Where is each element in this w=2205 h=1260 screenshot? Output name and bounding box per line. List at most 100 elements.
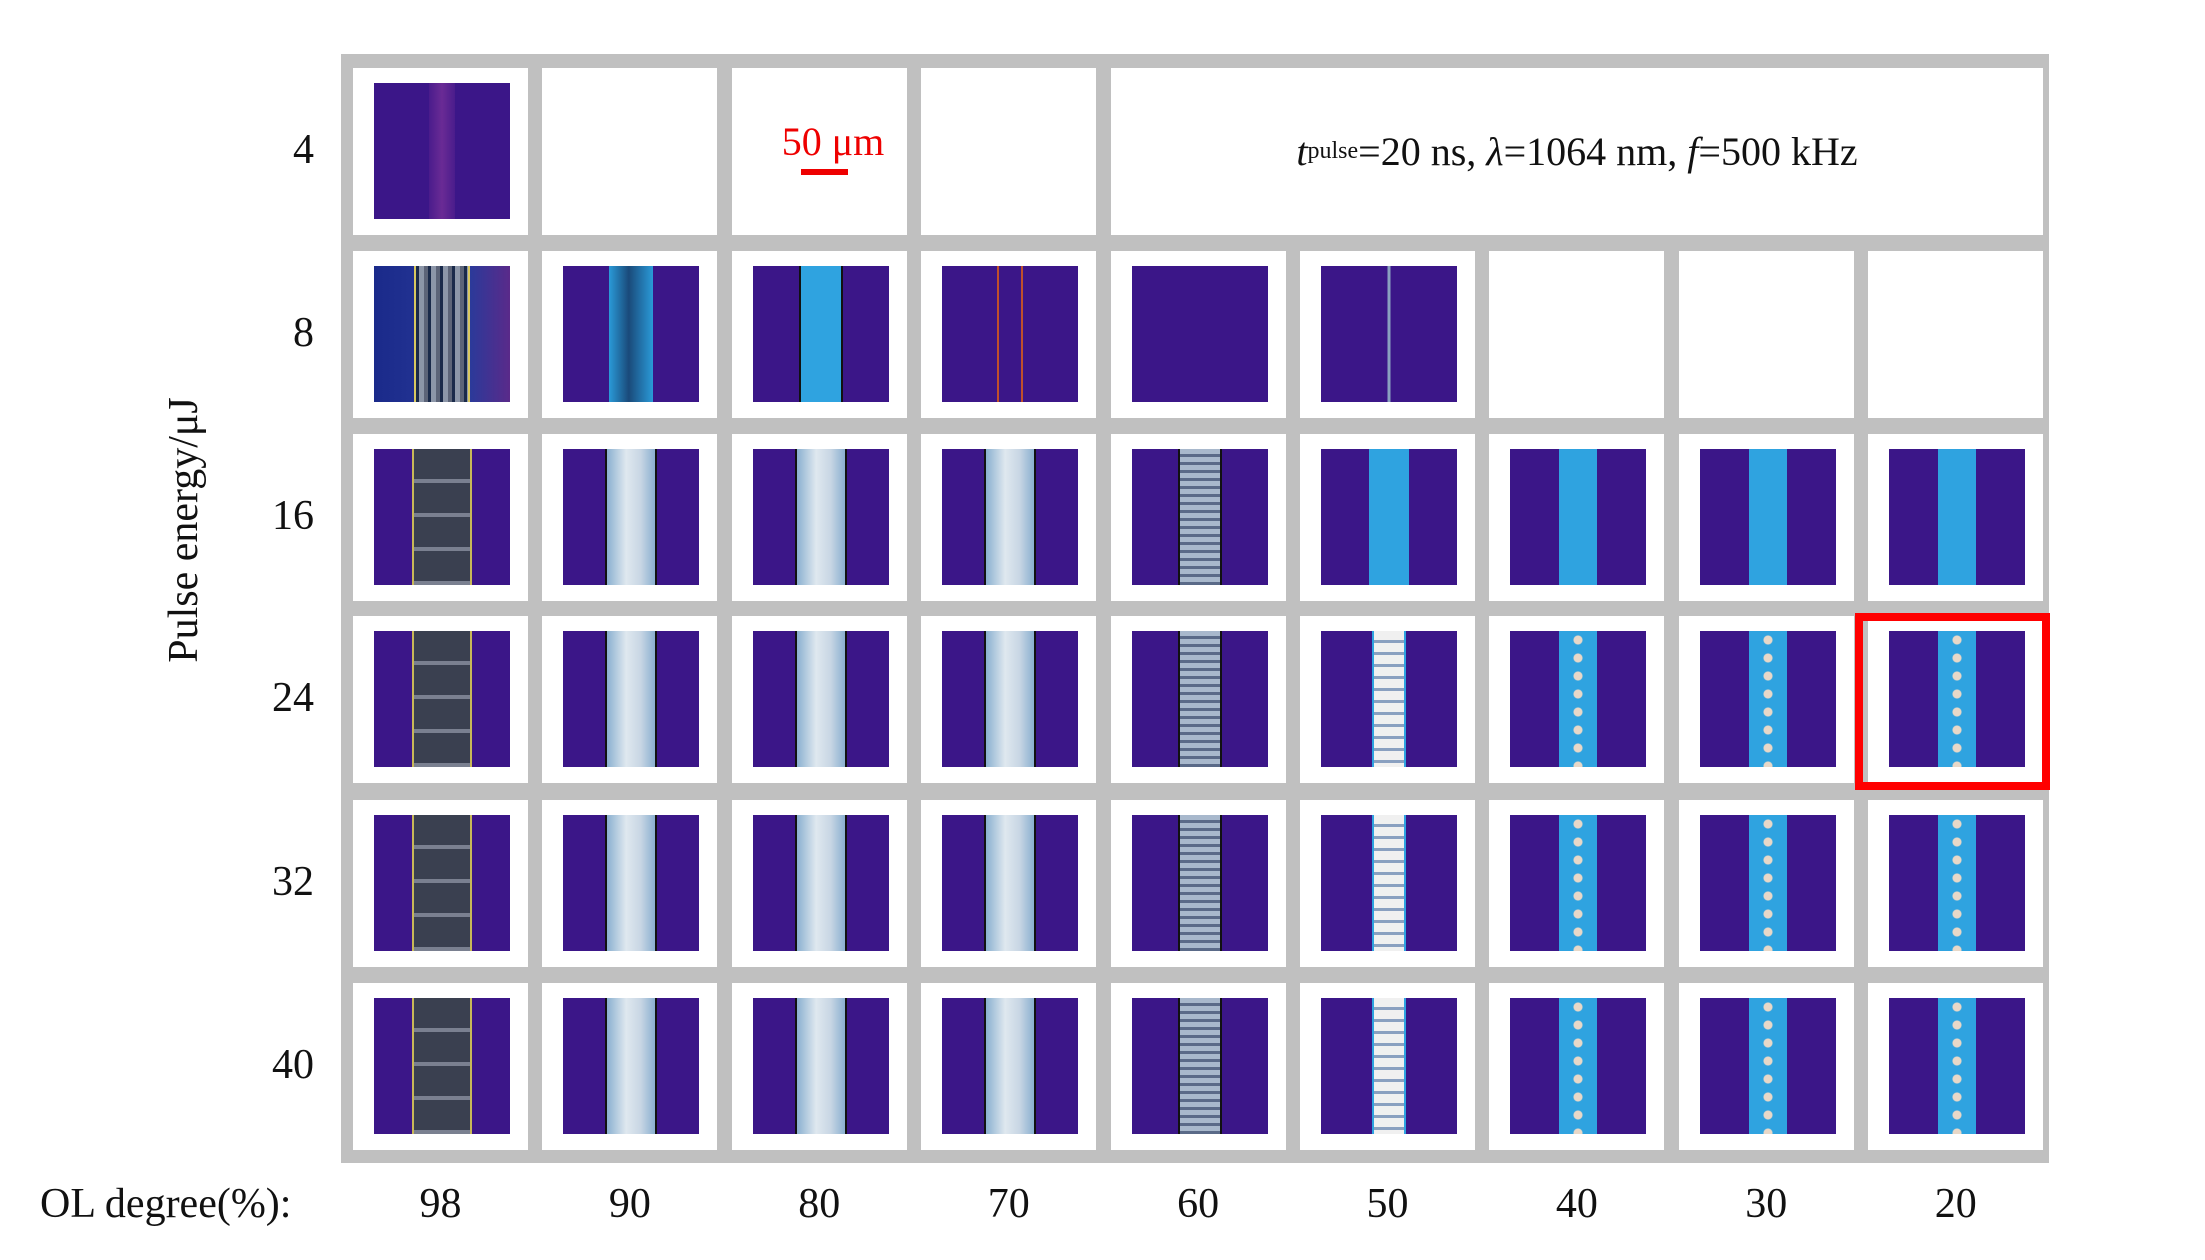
laser-track — [1177, 631, 1222, 767]
grid-cell — [1489, 251, 1665, 418]
laser-track — [1559, 631, 1598, 767]
laser-track — [984, 449, 1037, 585]
pulse-energy-label: 16 — [272, 493, 314, 539]
micrograph-image — [1889, 631, 2026, 767]
micrograph-image — [1889, 815, 2026, 951]
laser-track — [605, 449, 658, 585]
micrograph-image — [374, 998, 510, 1134]
grid-cell — [1489, 434, 1665, 601]
laser-track — [1372, 815, 1406, 951]
micrograph-image — [563, 998, 700, 1134]
laser-track — [1938, 449, 1977, 585]
micrograph-image — [1131, 449, 1268, 585]
micrograph-image — [1889, 998, 2026, 1134]
t-symbol: t — [1296, 129, 1308, 174]
pulse-energy-label: 32 — [272, 859, 314, 905]
grid-cell — [1489, 800, 1665, 967]
laser-track — [997, 266, 1024, 402]
grid-cell — [1300, 251, 1475, 418]
micrograph-image — [563, 449, 700, 585]
micrograph-image — [1321, 815, 1457, 951]
micrograph-image — [942, 449, 1079, 585]
micrograph-image — [942, 631, 1079, 767]
laser-track — [1748, 815, 1787, 951]
grid-cell — [731, 434, 907, 601]
ol-degree-label: 30 — [1745, 1181, 1788, 1227]
laser-track — [605, 631, 658, 767]
laser-track — [1559, 815, 1598, 951]
grid-cell — [1110, 983, 1286, 1150]
laser-track — [984, 998, 1037, 1134]
laser-track — [1387, 266, 1391, 402]
grid-cell — [731, 983, 907, 1150]
grid-cell — [1300, 983, 1475, 1150]
pulse-energy-label: 40 — [272, 1042, 314, 1088]
f-symbol: f — [1687, 129, 1699, 174]
micrograph-image — [1321, 998, 1457, 1134]
pulse-energy-label: 4 — [293, 127, 314, 173]
laser-track — [1372, 998, 1406, 1134]
grid-cell — [921, 983, 1097, 1150]
grid-cell — [353, 983, 528, 1150]
laser-track — [1559, 998, 1598, 1134]
micrograph-grid — [341, 54, 2049, 1163]
micrograph-image — [752, 998, 889, 1134]
lambda-value: =1064 nm, — [1503, 129, 1688, 174]
laser-track — [609, 266, 654, 402]
pulse-energy-label: 24 — [272, 675, 314, 721]
micrograph-image — [1321, 631, 1457, 767]
micrograph-image — [942, 998, 1079, 1134]
laser-track — [794, 815, 847, 951]
micrograph-image — [1510, 815, 1647, 951]
t-subscript: pulse — [1307, 138, 1359, 164]
micrograph-image — [1321, 266, 1457, 402]
micrograph-image — [942, 266, 1079, 402]
grid-cell — [1110, 434, 1286, 601]
laser-track — [1938, 815, 1977, 951]
micrograph-image — [374, 83, 510, 219]
grid-cell — [542, 616, 718, 783]
grid-cell — [353, 616, 528, 783]
y-axis-title: Pulse energy/μJ — [161, 397, 207, 663]
grid-cell — [731, 68, 907, 235]
micrograph-image — [563, 815, 700, 951]
highlight-box — [1855, 613, 2050, 790]
laser-track — [412, 631, 472, 767]
micrograph-image — [1699, 631, 1836, 767]
micrograph-image — [1321, 449, 1457, 585]
f-value: =500 kHz — [1698, 129, 1858, 174]
micrograph-image — [1510, 998, 1647, 1134]
laser-track — [429, 83, 455, 219]
micrograph-image — [1131, 266, 1268, 402]
grid-cell — [542, 800, 718, 967]
micrograph-image — [752, 266, 889, 402]
grid-cell — [1868, 251, 2044, 418]
grid-cell — [353, 68, 528, 235]
micrograph-image — [1699, 449, 1836, 585]
pulse-energy-label: 8 — [293, 310, 314, 356]
micrograph-image — [942, 815, 1079, 951]
grid-cell — [353, 434, 528, 601]
laser-track — [1748, 998, 1787, 1134]
grid-cell — [542, 434, 718, 601]
grid-cell — [1110, 800, 1286, 967]
grid-cell — [1489, 983, 1665, 1150]
grid-cell — [1110, 251, 1286, 418]
micrograph-image — [1699, 998, 1836, 1134]
grid-cell — [1300, 616, 1475, 783]
grid-cell — [542, 983, 718, 1150]
grid-cell — [1868, 983, 2044, 1150]
grid-cell — [353, 800, 528, 967]
micrograph-image — [374, 266, 510, 402]
scale-bar — [801, 169, 848, 175]
scale-bar-label: 50 μm — [781, 119, 885, 164]
grid-cell — [1678, 983, 1854, 1150]
micrograph-image — [752, 631, 889, 767]
grid-cell — [1300, 434, 1475, 601]
grid-cell — [921, 251, 1097, 418]
laser-track — [794, 449, 847, 585]
t-value: =20 ns, — [1358, 129, 1487, 174]
grid-cell — [921, 616, 1097, 783]
laser-track — [794, 998, 847, 1134]
micrograph-image — [1510, 449, 1647, 585]
